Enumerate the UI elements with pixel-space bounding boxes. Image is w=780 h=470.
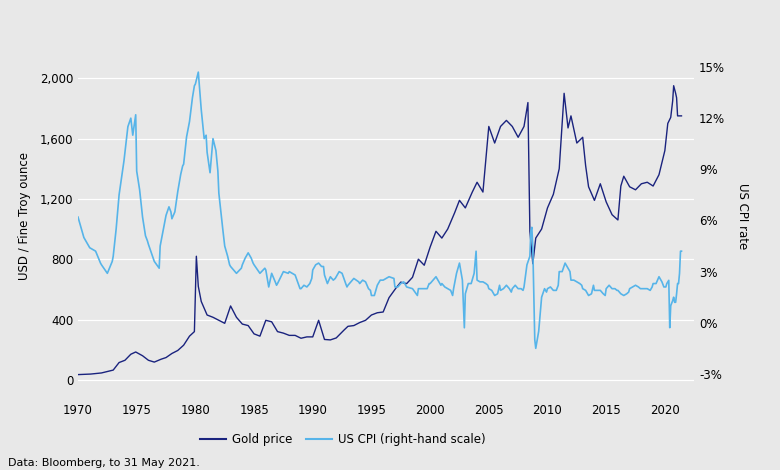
- Text: Data: Bloomberg, to 31 May 2021.: Data: Bloomberg, to 31 May 2021.: [8, 458, 200, 468]
- Y-axis label: US CPI rate: US CPI rate: [736, 183, 750, 249]
- Y-axis label: USD / Fine Troy ounce: USD / Fine Troy ounce: [18, 152, 31, 280]
- Legend: Gold price, US CPI (right-hand scale): Gold price, US CPI (right-hand scale): [195, 428, 491, 450]
